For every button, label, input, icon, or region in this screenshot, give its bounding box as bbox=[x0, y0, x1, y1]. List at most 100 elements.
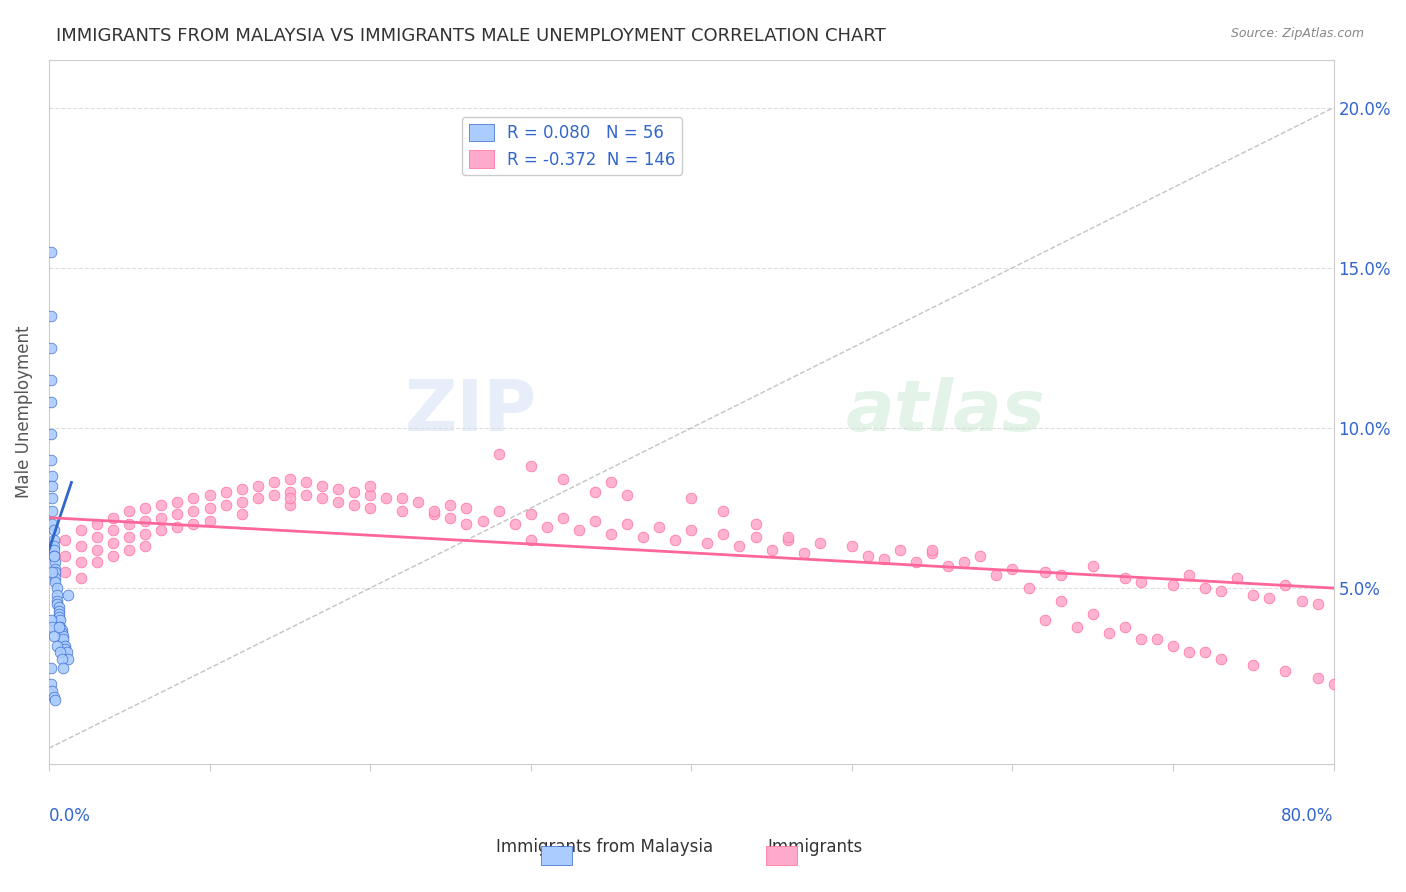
Point bbox=[856, 549, 879, 563]
Point bbox=[58, 587, 80, 601]
Point bbox=[568, 524, 591, 538]
Point bbox=[1161, 639, 1184, 653]
Text: Immigrants from Malaysia: Immigrants from Malaysia bbox=[496, 838, 713, 856]
Point bbox=[986, 568, 1008, 582]
Point bbox=[214, 485, 236, 500]
Point bbox=[150, 498, 173, 512]
Point bbox=[793, 546, 815, 560]
Point bbox=[263, 475, 285, 490]
Point bbox=[41, 619, 63, 633]
Point bbox=[326, 494, 349, 508]
Point bbox=[39, 244, 62, 259]
Point bbox=[42, 549, 65, 563]
Point bbox=[55, 645, 77, 659]
Point bbox=[198, 501, 221, 516]
Point bbox=[46, 581, 69, 595]
Point bbox=[51, 651, 73, 665]
Point bbox=[808, 536, 831, 550]
Point bbox=[439, 498, 461, 512]
Point bbox=[263, 488, 285, 502]
Text: Immigrants: Immigrants bbox=[768, 838, 863, 856]
Point bbox=[58, 651, 80, 665]
Text: IMMIGRANTS FROM MALAYSIA VS IMMIGRANTS MALE UNEMPLOYMENT CORRELATION CHART: IMMIGRANTS FROM MALAYSIA VS IMMIGRANTS M… bbox=[56, 27, 886, 45]
Point bbox=[134, 540, 156, 554]
Point bbox=[1274, 578, 1296, 592]
Point bbox=[343, 498, 366, 512]
Point bbox=[1098, 626, 1121, 640]
Point bbox=[53, 642, 76, 657]
Point bbox=[166, 494, 188, 508]
Point bbox=[1001, 562, 1024, 576]
Point bbox=[39, 453, 62, 467]
Point bbox=[423, 504, 446, 518]
Legend: R = 0.080   N = 56, R = -0.372  N = 146: R = 0.080 N = 56, R = -0.372 N = 146 bbox=[463, 117, 682, 175]
Point bbox=[103, 510, 125, 524]
Point bbox=[519, 459, 541, 474]
Point bbox=[744, 530, 766, 544]
Point bbox=[841, 540, 863, 554]
Point bbox=[70, 540, 93, 554]
Point bbox=[776, 530, 799, 544]
Point bbox=[1306, 671, 1329, 685]
Point bbox=[246, 478, 269, 492]
Point bbox=[1114, 619, 1136, 633]
Point bbox=[166, 520, 188, 534]
Point bbox=[183, 516, 205, 531]
Point bbox=[39, 613, 62, 627]
Point bbox=[1306, 597, 1329, 611]
Point bbox=[1291, 594, 1313, 608]
Point bbox=[600, 475, 623, 490]
Point bbox=[86, 542, 108, 557]
Point bbox=[359, 501, 381, 516]
Point bbox=[600, 526, 623, 541]
Point bbox=[198, 514, 221, 528]
Point bbox=[503, 516, 526, 531]
Point bbox=[44, 693, 66, 707]
Point bbox=[70, 572, 93, 586]
Point bbox=[1146, 632, 1168, 647]
Point bbox=[134, 514, 156, 528]
Point bbox=[41, 683, 63, 698]
Point bbox=[231, 482, 253, 496]
Point bbox=[519, 508, 541, 522]
Point bbox=[1049, 594, 1071, 608]
Point bbox=[1114, 572, 1136, 586]
Point bbox=[134, 526, 156, 541]
Point bbox=[118, 542, 141, 557]
Point bbox=[936, 558, 959, 573]
Point bbox=[103, 536, 125, 550]
Point bbox=[583, 514, 606, 528]
Point bbox=[1323, 677, 1346, 691]
Point bbox=[278, 485, 301, 500]
Point bbox=[391, 504, 413, 518]
Point bbox=[776, 533, 799, 547]
Point bbox=[1241, 657, 1264, 672]
Point bbox=[49, 619, 72, 633]
Point bbox=[49, 645, 72, 659]
Point bbox=[52, 629, 75, 643]
Point bbox=[44, 562, 66, 576]
Point bbox=[905, 556, 928, 570]
Text: 80.0%: 80.0% bbox=[1281, 806, 1334, 824]
Point bbox=[1081, 558, 1104, 573]
Point bbox=[1178, 645, 1201, 659]
Point bbox=[41, 516, 63, 531]
Point bbox=[52, 632, 75, 647]
Point bbox=[439, 510, 461, 524]
Point bbox=[103, 549, 125, 563]
Point bbox=[311, 478, 333, 492]
Point bbox=[51, 626, 73, 640]
Point bbox=[616, 516, 638, 531]
Point bbox=[42, 629, 65, 643]
Point bbox=[70, 524, 93, 538]
Point bbox=[118, 530, 141, 544]
Point bbox=[1258, 591, 1281, 605]
Point bbox=[375, 491, 398, 506]
Point bbox=[70, 556, 93, 570]
Point bbox=[295, 488, 318, 502]
Point bbox=[51, 623, 73, 637]
Point bbox=[86, 516, 108, 531]
Point bbox=[1018, 581, 1040, 595]
Point bbox=[713, 526, 735, 541]
Point bbox=[696, 536, 718, 550]
